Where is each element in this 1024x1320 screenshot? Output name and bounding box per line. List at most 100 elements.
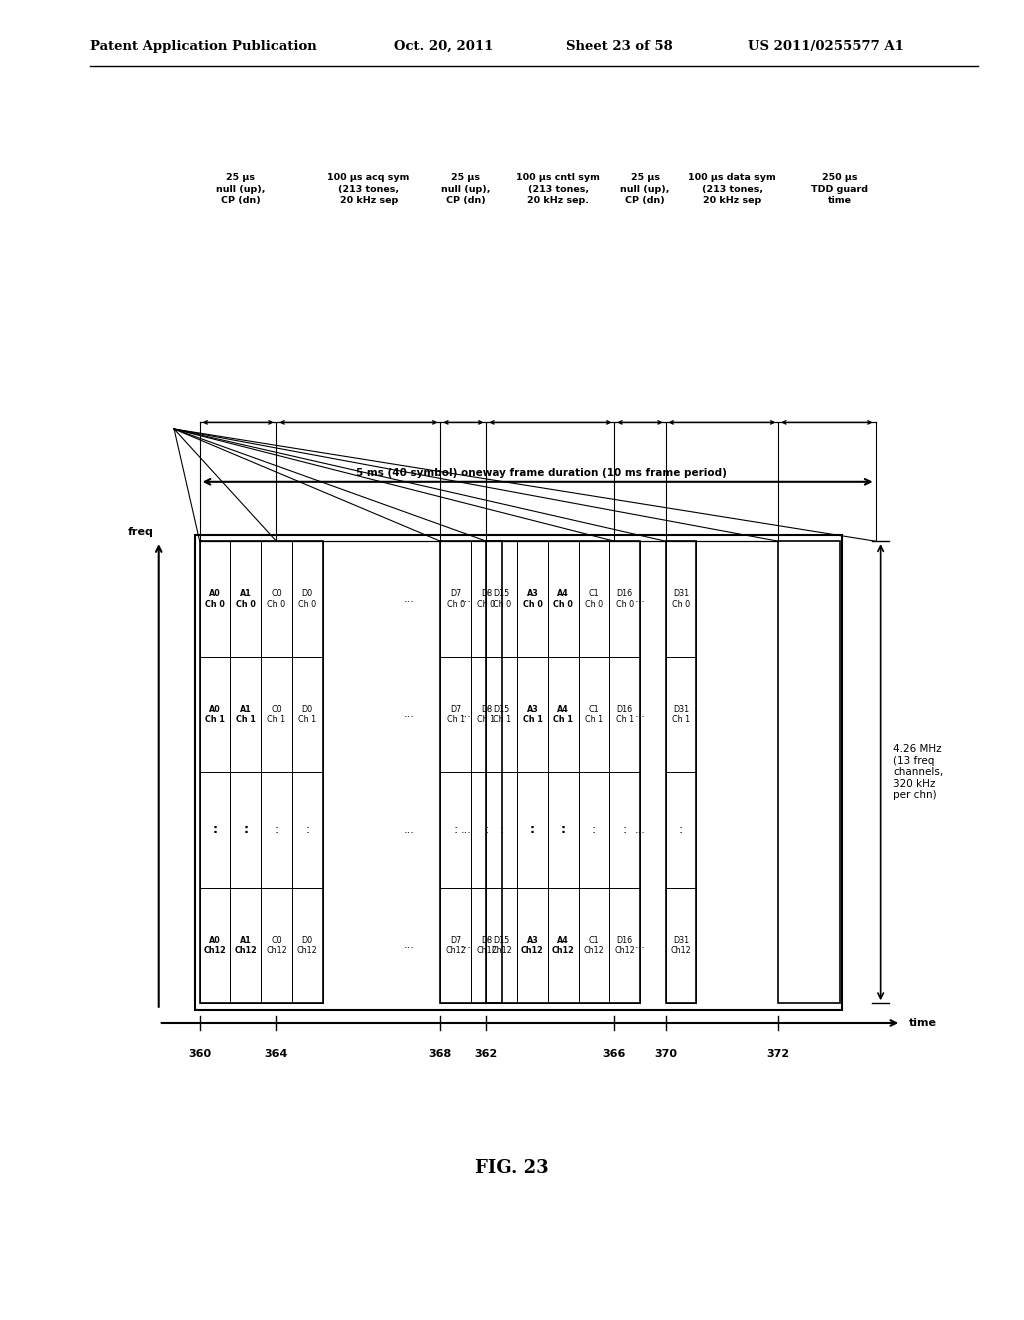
Bar [471,541,502,657]
Text: ...: ... [635,594,645,605]
Text: A0
Ch 1: A0 Ch 1 [205,705,225,725]
Bar [579,887,609,1003]
Text: FIG. 23: FIG. 23 [475,1159,549,1177]
Bar [230,541,261,657]
Bar [292,772,323,887]
Bar [548,887,579,1003]
Bar [666,541,696,657]
Bar [548,772,579,887]
Bar [230,772,261,887]
Text: D7
Ch 0: D7 Ch 0 [446,589,465,609]
Bar [517,657,548,772]
Text: 366: 366 [603,1049,626,1060]
Bar [517,541,548,657]
Text: ...: ... [635,940,645,950]
Bar [666,887,696,1003]
Bar [486,887,517,1003]
Text: 100 μs data sym
(213 tones,
20 kHz sep: 100 μs data sym (213 tones, 20 kHz sep [688,173,776,205]
Text: 364: 364 [265,1049,288,1060]
Text: ...: ... [404,940,415,950]
Bar [230,657,261,772]
Bar [292,541,323,657]
Text: D31
Ch 0: D31 Ch 0 [672,589,690,609]
Bar [292,657,323,772]
Bar [579,772,609,887]
Text: D0
Ch12: D0 Ch12 [297,936,317,956]
Bar [440,772,471,887]
Bar [292,887,323,1003]
Text: ...: ... [404,825,415,836]
Bar [609,772,640,887]
Bar [486,541,640,1003]
Text: :: : [679,824,683,837]
Text: A4
Ch12: A4 Ch12 [552,936,574,956]
Text: ...: ... [404,594,415,605]
Text: freq: freq [128,527,154,537]
Bar [579,657,609,772]
Text: A4
Ch 1: A4 Ch 1 [553,705,573,725]
Text: D16
Ch 0: D16 Ch 0 [615,589,634,609]
Text: time: time [909,1018,937,1028]
Bar [261,772,292,887]
Text: Patent Application Publication: Patent Application Publication [90,40,316,53]
Bar [471,657,502,772]
Bar [609,657,640,772]
Text: 4.26 MHz
(13 freq
channels,
320 kHz
per chn): 4.26 MHz (13 freq channels, 320 kHz per … [893,744,943,800]
Bar [609,541,640,657]
Text: :: : [500,824,504,837]
Text: :: : [213,824,217,837]
Text: 5 ms (40 symbol) oneway frame duration (10 ms frame period): 5 ms (40 symbol) oneway frame duration (… [356,467,727,478]
Bar [261,657,292,772]
Bar [195,535,842,1010]
Text: D0
Ch 0: D0 Ch 0 [298,589,316,609]
Text: Sheet 23 of 58: Sheet 23 of 58 [566,40,673,53]
Text: US 2011/0255577 A1: US 2011/0255577 A1 [748,40,903,53]
Text: A1
Ch12: A1 Ch12 [234,936,257,956]
Text: C1
Ch 0: C1 Ch 0 [585,589,603,609]
Bar [440,657,471,772]
Text: C0
Ch 0: C0 Ch 0 [267,589,286,609]
Text: ...: ... [461,709,471,719]
Text: ...: ... [461,825,471,836]
Text: A3
Ch 1: A3 Ch 1 [522,705,543,725]
Text: C0
Ch12: C0 Ch12 [266,936,287,956]
Bar [200,887,230,1003]
Text: D15
Ch 1: D15 Ch 1 [493,705,511,725]
Bar [200,772,230,887]
Text: 372: 372 [767,1049,790,1060]
Text: Null
symbols
(two): Null symbols (two) [787,755,830,789]
Text: D8
Ch 1: D8 Ch 1 [477,705,496,725]
Text: C1
Ch12: C1 Ch12 [584,936,604,956]
Text: :: : [244,824,248,837]
Bar [548,657,579,772]
Text: A1
Ch 1: A1 Ch 1 [236,705,256,725]
Text: ...: ... [461,940,471,950]
Text: ...: ... [635,709,645,719]
Bar [486,772,517,887]
Text: D0
Ch 1: D0 Ch 1 [298,705,316,725]
Bar [261,541,292,657]
Bar [548,541,579,657]
Bar [517,887,548,1003]
Bar [440,541,502,1003]
Text: :: : [305,824,309,837]
Text: :: : [592,824,596,837]
Text: 25 μs
null (up),
CP (dn): 25 μs null (up), CP (dn) [441,173,490,205]
Text: :: : [454,824,458,837]
Text: 100 μs cntl sym
(213 tones,
20 kHz sep.: 100 μs cntl sym (213 tones, 20 kHz sep. [516,173,600,205]
Bar [486,541,517,657]
Bar [200,541,230,657]
Bar [666,541,696,1003]
Bar [666,772,696,887]
Bar [517,772,548,887]
Text: D7
Ch12: D7 Ch12 [445,936,466,956]
Bar [261,887,292,1003]
Text: A3
Ch12: A3 Ch12 [521,936,544,956]
Text: ...: ... [461,594,471,605]
Text: C1
Ch 1: C1 Ch 1 [585,705,603,725]
Text: 360: 360 [188,1049,211,1060]
Text: C0
Ch 1: C0 Ch 1 [267,705,286,725]
Text: D8
Ch 0: D8 Ch 0 [477,589,496,609]
Text: A1
Ch 0: A1 Ch 0 [236,589,256,609]
Text: :: : [484,824,488,837]
